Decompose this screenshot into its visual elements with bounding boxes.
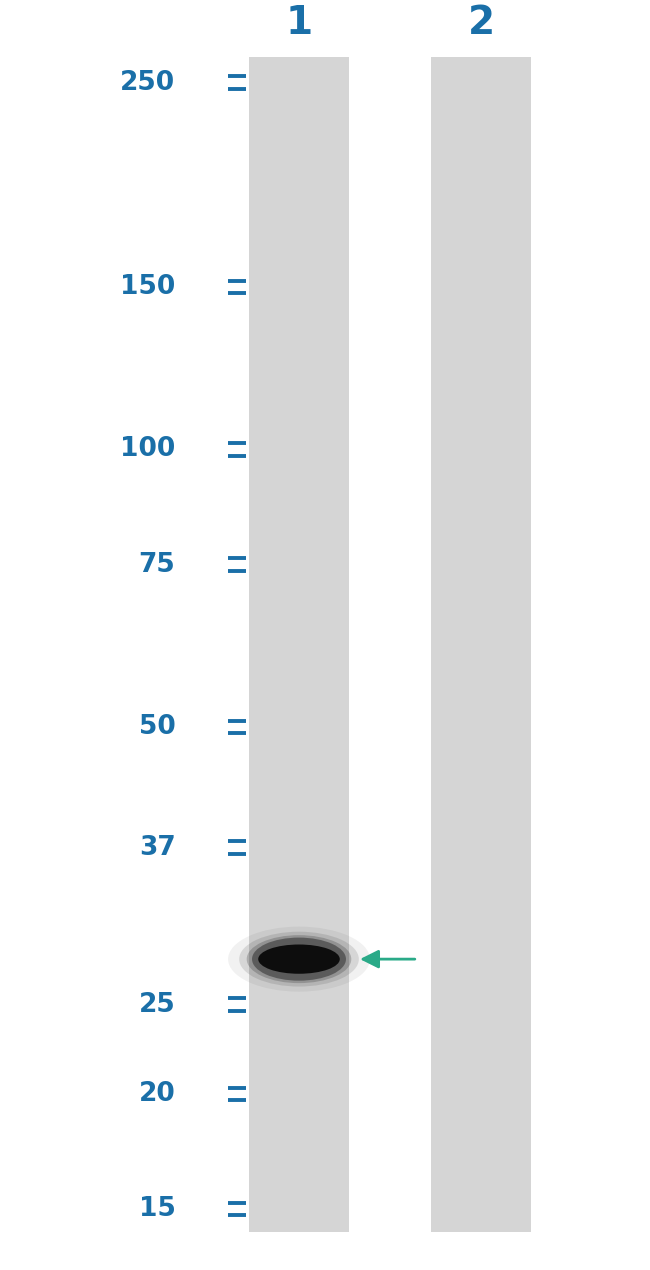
Text: 1: 1 [285, 4, 313, 42]
Ellipse shape [247, 935, 351, 983]
Text: 2: 2 [467, 4, 495, 42]
Text: 250: 250 [120, 70, 176, 95]
Text: 20: 20 [138, 1081, 176, 1107]
Text: 100: 100 [120, 437, 176, 462]
Ellipse shape [228, 927, 370, 992]
Ellipse shape [252, 937, 346, 980]
Text: 15: 15 [138, 1196, 176, 1222]
Text: 37: 37 [138, 834, 176, 861]
Bar [430, 57, 532, 1232]
Ellipse shape [239, 932, 359, 987]
Text: 150: 150 [120, 274, 176, 300]
Text: 25: 25 [138, 992, 176, 1017]
Text: 75: 75 [138, 551, 176, 578]
Bar [248, 57, 350, 1232]
Ellipse shape [258, 945, 340, 974]
Text: 50: 50 [138, 714, 176, 740]
